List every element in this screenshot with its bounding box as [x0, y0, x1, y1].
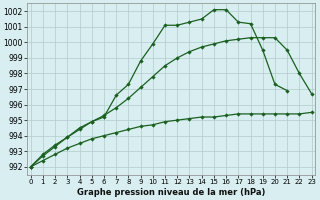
X-axis label: Graphe pression niveau de la mer (hPa): Graphe pression niveau de la mer (hPa) — [77, 188, 265, 197]
